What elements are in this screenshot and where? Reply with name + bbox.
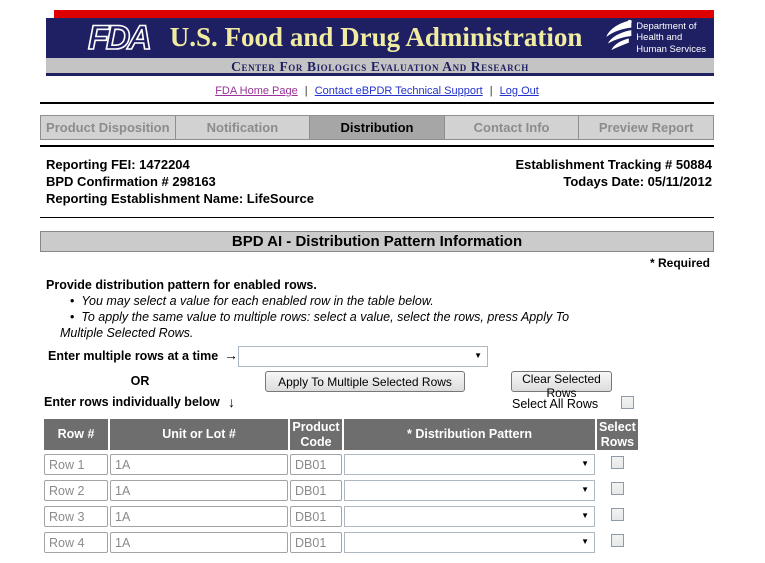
column-header-select-rows: Select Rows	[597, 419, 638, 450]
multi-row-pattern-dropdown[interactable]: ▼	[238, 346, 488, 367]
nav-links: FDA Home Page | Contact eBPDR Technical …	[40, 85, 714, 97]
unit-lot-input	[110, 532, 288, 553]
tab-notification[interactable]: Notification	[174, 115, 311, 140]
agency-title: U.S. Food and Drug Administration	[169, 21, 583, 52]
fda-logo: FDA	[87, 19, 152, 57]
todays-date: Todays Date: 05/11/2012	[563, 174, 712, 189]
required-note: * Required	[649, 256, 710, 270]
table-row: ▼	[44, 479, 638, 502]
instructions-heading: Provide distribution pattern for enabled…	[46, 278, 317, 292]
distribution-table: Row # Unit or Lot # Product Code * Distr…	[42, 416, 640, 557]
link-log-out[interactable]: Log Out	[499, 85, 539, 97]
row-select-checkbox[interactable]	[610, 533, 624, 547]
instruction-bullet: • You may select a value for each enabled…	[70, 294, 434, 308]
reporting-establishment-name: Reporting Establishment Name: LifeSource	[46, 191, 314, 206]
fda-masthead: FDA U.S. Food and Drug Administration De…	[40, 10, 714, 76]
product-code-input	[290, 480, 342, 501]
bullet-icon: •	[70, 310, 75, 324]
distribution-controls: Enter multiple rows at a time → ▼ OR App…	[40, 346, 714, 416]
product-code-input	[290, 506, 342, 527]
row-number-input	[44, 454, 108, 475]
link-separator: |	[489, 85, 493, 97]
distribution-pattern-select[interactable]	[345, 481, 594, 500]
masthead-red-strip	[54, 10, 714, 18]
row-number-input	[44, 506, 108, 527]
apply-to-multiple-button[interactable]: Apply To Multiple Selected Rows	[265, 371, 465, 392]
tab-preview-report[interactable]: Preview Report	[578, 115, 714, 140]
distribution-pattern-dropdown[interactable]: ▼	[344, 454, 595, 475]
row-number-input	[44, 532, 108, 553]
row-select-checkbox[interactable]	[610, 455, 624, 469]
distribution-pattern-select[interactable]	[345, 507, 594, 526]
divider-rule	[40, 145, 714, 147]
tab-bar: Product Disposition Notification Distrib…	[40, 115, 714, 140]
distribution-pattern-dropdown[interactable]: ▼	[344, 532, 595, 553]
multi-row-pattern-select[interactable]	[239, 347, 487, 366]
clear-selected-rows-button[interactable]: Clear Selected Rows	[511, 371, 612, 400]
unit-lot-input	[110, 454, 288, 475]
column-header-product-code: Product Code	[290, 419, 342, 450]
report-info: Reporting FEI: 1472204 BPD Confirmation …	[40, 147, 714, 215]
reporting-fei: Reporting FEI: 1472204	[46, 157, 190, 172]
hhs-label: Department of Health and Human Services	[636, 20, 706, 55]
divider-rule	[40, 102, 714, 104]
link-contact-support[interactable]: Contact eBPDR Technical Support	[314, 85, 483, 97]
row-number-input	[44, 480, 108, 501]
link-separator: |	[304, 85, 308, 97]
distribution-pattern-select[interactable]	[345, 455, 594, 474]
link-fda-home[interactable]: FDA Home Page	[215, 85, 298, 97]
tab-contact-info[interactable]: Contact Info	[443, 115, 580, 140]
product-code-input	[290, 532, 342, 553]
distribution-pattern-dropdown[interactable]: ▼	[344, 480, 595, 501]
page-title: BPD AI - Distribution Pattern Informatio…	[40, 231, 714, 252]
hhs-logo: Department of Health and Human Services	[603, 18, 706, 59]
bpd-confirmation: BPD Confirmation # 298163	[46, 174, 216, 189]
tab-distribution[interactable]: Distribution	[309, 115, 445, 140]
instructions: Provide distribution pattern for enabled…	[46, 277, 714, 341]
down-arrow-icon: ↓	[228, 394, 235, 410]
establishment-tracking: Establishment Tracking # 50884	[515, 157, 712, 172]
divider-rule	[40, 217, 714, 218]
table-row: ▼	[44, 453, 638, 476]
table-header-row: Row # Unit or Lot # Product Code * Distr…	[44, 419, 638, 450]
multi-rows-label: Enter multiple rows at a time	[48, 349, 219, 363]
column-header-unit-lot: Unit or Lot #	[110, 419, 288, 450]
center-banner: Center For Biologics Evaluation And Rese…	[46, 58, 714, 76]
tab-product-disposition[interactable]: Product Disposition	[40, 115, 176, 140]
instruction-bullet: • To apply the same value to multiple row…	[60, 310, 570, 340]
hhs-eagle-icon	[603, 18, 633, 59]
or-label: OR	[130, 374, 150, 388]
individual-rows-label: Enter rows individually below	[44, 395, 220, 409]
select-all-rows-checkbox[interactable]	[621, 396, 634, 409]
column-header-distribution-pattern: * Distribution Pattern	[344, 419, 595, 450]
right-arrow-icon: →	[224, 347, 238, 363]
unit-lot-input	[110, 480, 288, 501]
bullet-icon: •	[70, 294, 75, 308]
distribution-pattern-select[interactable]	[345, 533, 594, 552]
row-select-checkbox[interactable]	[610, 507, 624, 521]
column-header-row-number: Row #	[44, 419, 108, 450]
table-row: ▼	[44, 531, 638, 554]
masthead-banner: FDA U.S. Food and Drug Administration De…	[46, 18, 714, 58]
table-row: ▼	[44, 505, 638, 528]
row-select-checkbox[interactable]	[610, 481, 624, 495]
distribution-pattern-dropdown[interactable]: ▼	[344, 506, 595, 527]
product-code-input	[290, 454, 342, 475]
select-all-rows-label: Select All Rows	[512, 397, 599, 411]
unit-lot-input	[110, 506, 288, 527]
